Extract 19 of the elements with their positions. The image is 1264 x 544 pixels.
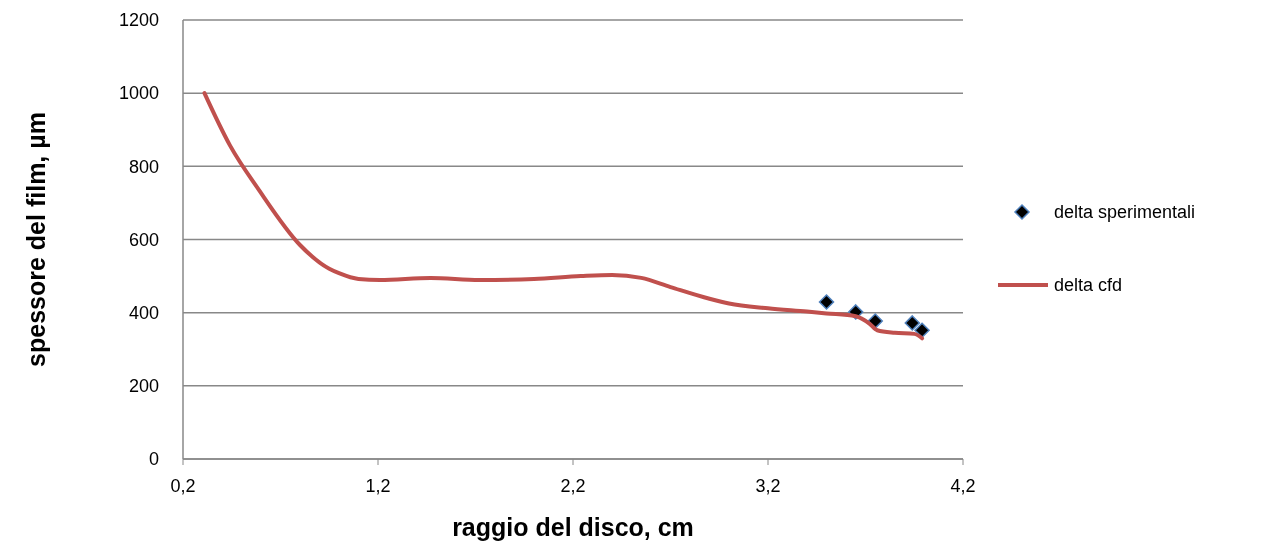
legend-label: delta cfd [1054, 275, 1123, 296]
x-tick-label: 3,2 [755, 476, 781, 496]
point [914, 322, 930, 338]
y-tick-label: 800 [128, 156, 159, 177]
y-tick-label: 0 [148, 449, 159, 470]
y-tick-label: 1000 [118, 83, 159, 104]
y-axis-title: spessore del film, µm [22, 112, 50, 367]
y-tick-label: 1200 [118, 10, 159, 31]
x-tick-label: 2,2 [560, 476, 586, 496]
x-tick-label: 1,2 [365, 476, 391, 496]
x-tick-label: 4,2 [950, 476, 976, 496]
y-tick-label: 600 [128, 229, 159, 250]
x-tick-label: 0,2 [170, 476, 196, 496]
y-tick-label: 200 [128, 376, 159, 397]
point [818, 294, 835, 310]
y-tick-label: 400 [128, 302, 159, 323]
point [904, 315, 921, 331]
x-axis-title: raggio del disco, cm [452, 513, 694, 541]
legend-label: delta sperimentali [1054, 202, 1196, 223]
